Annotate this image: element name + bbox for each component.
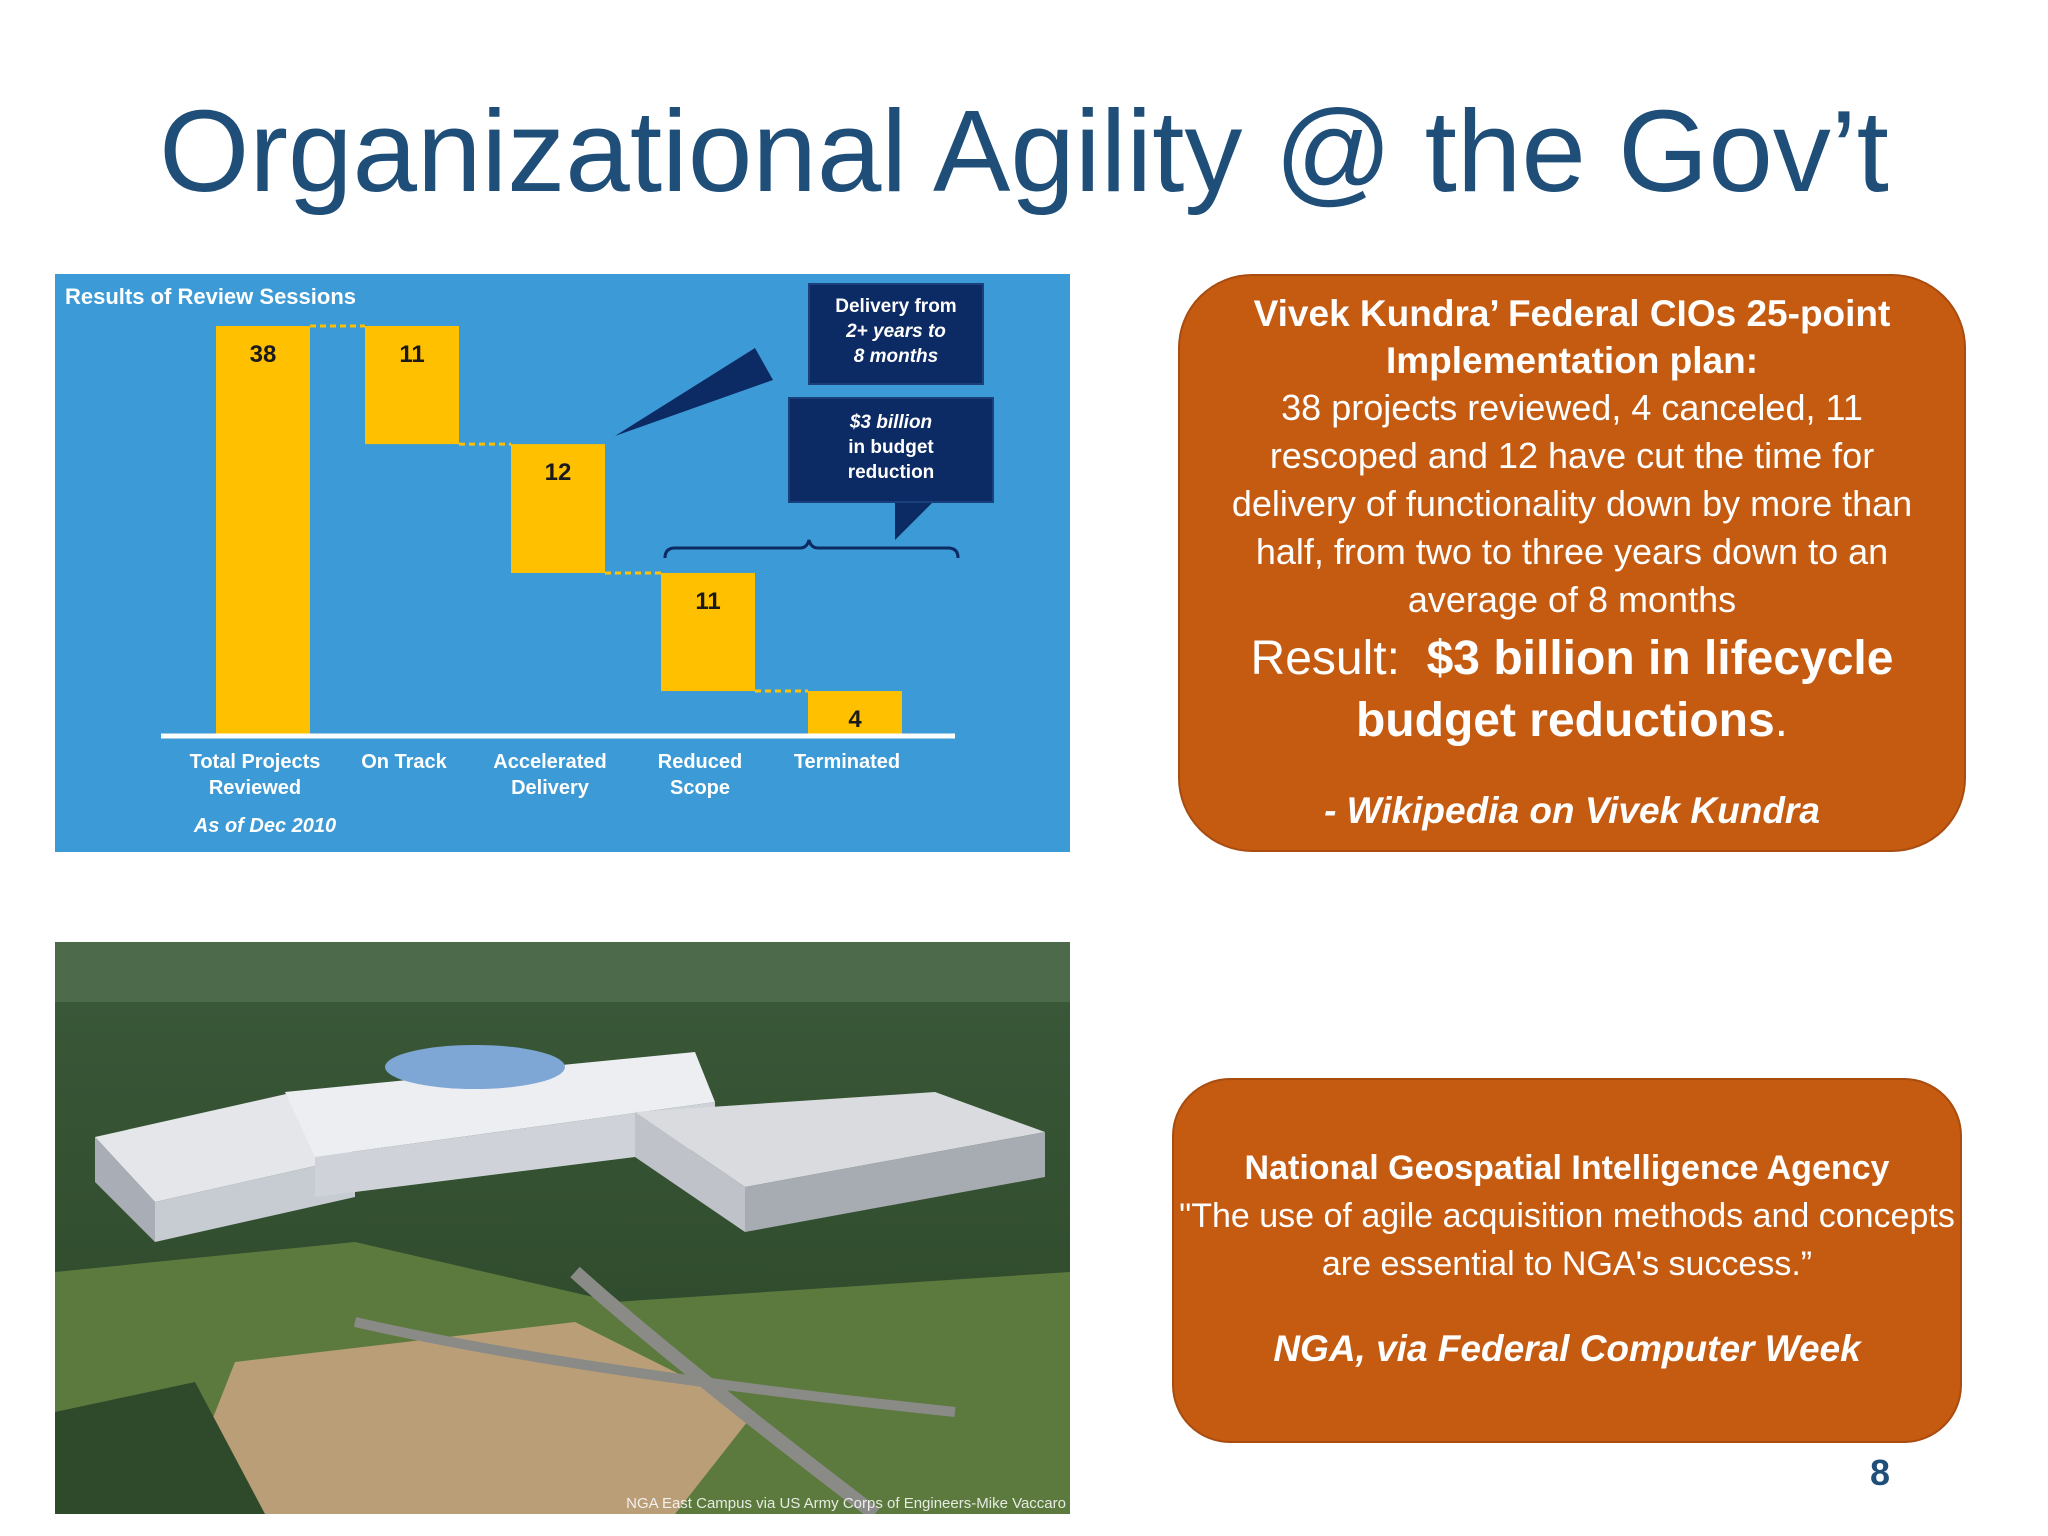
annotation-box: [788, 397, 994, 503]
category-label: Total Projects: [190, 751, 321, 773]
chart-footnote: As of Dec 2010: [193, 815, 336, 837]
kundra-body: 38 projects reviewed, 4 canceled, 11 res…: [1231, 387, 1913, 620]
result-bold: $3 billion in lifecycle budget reduction…: [1355, 632, 1894, 747]
bar-value-label: 11: [399, 341, 424, 368]
bar-value-label: 4: [848, 706, 862, 733]
annotation-text: reduction: [848, 462, 935, 483]
chart-canvas: Results of Review Sessions 38 11 12 11 4 Total…: [65, 283, 994, 837]
annotation-box: [808, 283, 984, 385]
page-number: 8: [1870, 1452, 1891, 1493]
annotation-text: in budget: [848, 437, 934, 458]
chart-bar: [511, 444, 605, 573]
category-label: Scope: [670, 777, 730, 799]
annotation-text: Delivery from: [835, 296, 956, 317]
category-label: Reduced: [658, 751, 742, 773]
category-label: Accelerated: [493, 751, 606, 773]
chart-bar: [365, 326, 459, 445]
category-label: On Track: [361, 751, 447, 773]
chart-bar: [661, 572, 755, 692]
waterfall-chart: Results of Review Sessions 38 11 12 11 4 Total…: [55, 274, 1070, 852]
annotation-text: 2+ years to: [845, 321, 946, 342]
annotation-text: $3 billion: [849, 412, 932, 433]
chart-title: Results of Review Sessions: [65, 284, 356, 309]
kundra-heading: Vivek Kundra’ Federal CIOs 25-point Impl…: [1253, 293, 1891, 381]
nga-quote: "The use of agile acquisition methods an…: [1179, 1197, 1955, 1283]
category-label: Delivery: [511, 777, 590, 799]
kundra-source: - Wikipedia on Vivek Kundra: [1324, 790, 1820, 831]
result-prefix: Result:: [1250, 632, 1400, 685]
nga-heading: National Geospatial Intelligence Agency: [1244, 1149, 1890, 1187]
category-label: Reviewed: [209, 777, 301, 799]
chart-bar: [808, 691, 902, 734]
nga-campus-photo: NGA East Campus via US Army Corps of Eng…: [55, 942, 1070, 1514]
callout-pointer: [615, 348, 773, 436]
category-label: Terminated: [794, 751, 900, 773]
kundra-callout: Vivek Kundra’ Federal CIOs 25-point Impl…: [1178, 274, 1966, 852]
brace-marker: [663, 539, 960, 559]
bar-value-label: 12: [545, 459, 572, 486]
bar-value-label: 11: [695, 588, 720, 615]
photo-caption: NGA East Campus via US Army Corps of Eng…: [626, 1495, 1066, 1512]
nga-source: NGA, via Federal Computer Week: [1273, 1328, 1861, 1369]
chart-bar: [216, 326, 310, 734]
result-suffix: .: [1774, 694, 1788, 747]
slide-title: Organizational Agility @ the Gov’t: [159, 86, 1889, 216]
annotation-text: 8 months: [854, 346, 938, 367]
nga-callout: National Geospatial Intelligence Agency …: [1172, 1078, 1962, 1443]
aerial-photo-illustration: [55, 942, 1070, 1514]
callout-pointer: [895, 500, 935, 540]
kundra-result: Result: $3 billion in lifecycle budget r…: [1204, 628, 1940, 752]
bar-value-label: 38: [250, 341, 277, 368]
